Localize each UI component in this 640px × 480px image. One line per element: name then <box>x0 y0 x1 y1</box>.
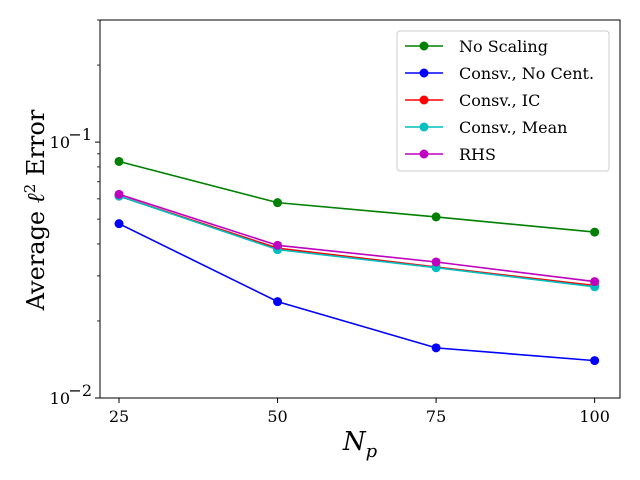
data-point <box>590 277 600 287</box>
legend-marker <box>419 149 429 159</box>
legend-marker <box>419 122 429 132</box>
x-tick-label: 25 <box>109 407 129 426</box>
data-point <box>114 219 124 229</box>
x-tick-label: 50 <box>267 407 287 426</box>
x-tick-label: 75 <box>426 407 446 426</box>
data-point <box>273 297 283 307</box>
legend-marker <box>419 41 429 51</box>
x-tick-label: 100 <box>579 407 610 426</box>
data-point <box>431 212 441 222</box>
x-axis-label: Np <box>342 427 378 462</box>
data-point <box>273 240 283 250</box>
series-line-1 <box>118 222 595 362</box>
legend-label: RHS <box>459 145 496 164</box>
legend-label: Consv., No Cent. <box>459 64 594 83</box>
series-line-3 <box>118 195 595 288</box>
data-point <box>273 198 283 208</box>
legend-label: Consv., IC <box>459 91 540 110</box>
legend-box <box>396 30 610 172</box>
series-line-0 <box>118 160 595 233</box>
legend: No Scaling Consv., No Cent. Consv., IC Cons… <box>396 30 610 172</box>
data-point <box>590 227 600 237</box>
data-point <box>431 343 441 353</box>
data-point <box>431 257 441 267</box>
legend-marker <box>419 95 429 105</box>
legend-label: Consv., Mean <box>459 118 567 137</box>
y-tick-label-exponent: −2 <box>68 381 92 400</box>
plot-area <box>114 156 600 366</box>
y-tick-label-exponent: −1 <box>68 125 92 144</box>
y-axis-label: Average ℓ2 Error <box>21 109 50 311</box>
legend-marker <box>419 68 429 78</box>
axes-frame <box>99 19 621 399</box>
y-tick-label: 10 <box>50 133 70 152</box>
data-point <box>590 356 600 366</box>
legend-label: No Scaling <box>459 37 548 56</box>
series-line-4 <box>118 193 595 283</box>
data-point <box>114 156 124 166</box>
y-tick-label: 10 <box>50 389 70 408</box>
data-point <box>114 189 124 199</box>
